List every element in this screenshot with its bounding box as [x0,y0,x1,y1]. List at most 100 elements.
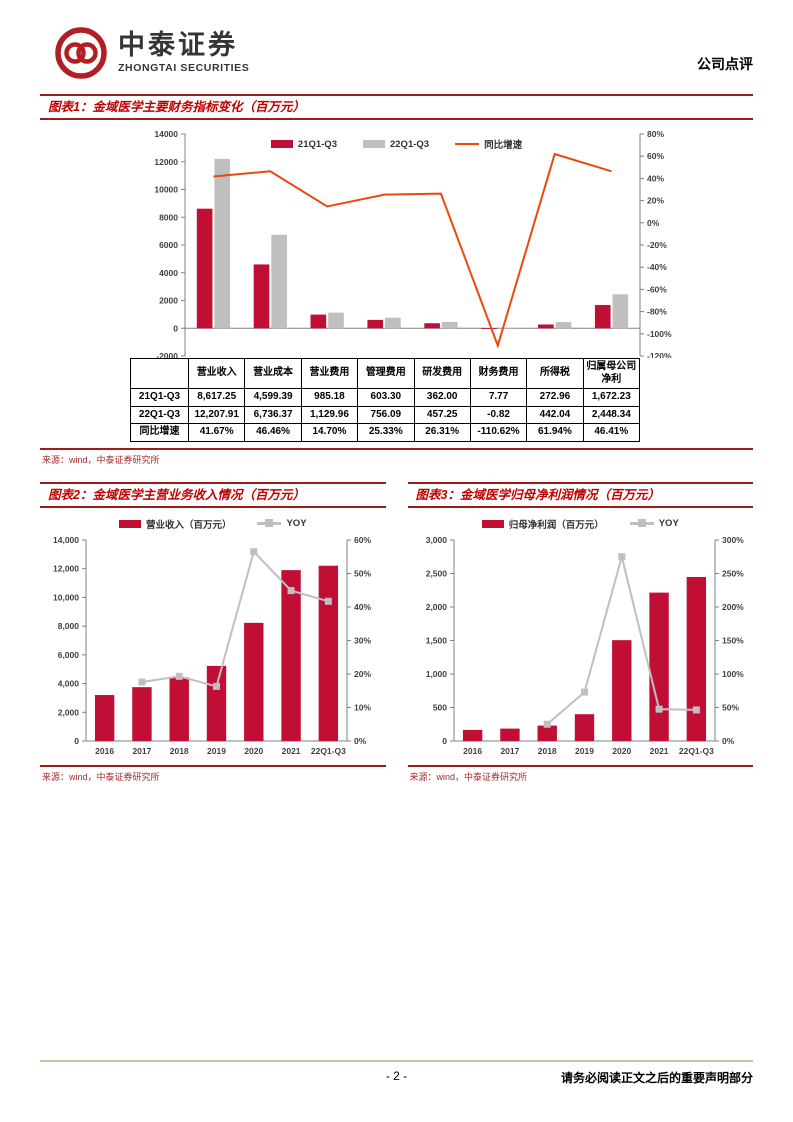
svg-text:12000: 12000 [154,157,178,167]
svg-text:2019: 2019 [575,746,594,756]
table-col-header: 营业成本 [244,358,302,389]
svg-text:0%: 0% [722,736,735,746]
svg-text:-20%: -20% [647,240,667,250]
table-cell: -110.62% [469,423,528,442]
bar-series-22Q1-Q3 [214,158,629,330]
line-marker [324,597,332,605]
svg-text:0: 0 [442,736,447,746]
legend-label: 营业收入（百万元） [145,519,232,531]
bar [310,314,327,329]
table-corner [130,358,189,389]
svg-text:300%: 300% [722,535,744,545]
bar-series-21Q1-Q3 [196,208,611,329]
line-marker [692,705,700,713]
legend-swatch [362,140,385,148]
bar [537,725,557,741]
table-cell: 1,672.23 [582,388,641,407]
table-cell: 1,129.96 [300,405,359,424]
legend-swatch [481,519,504,528]
bar [594,305,611,329]
svg-text:20%: 20% [647,196,664,206]
figure1-block: 图表1：金域医学主要财务指标变化（百万元） 21Q1-Q3 22Q1-Q3 同比增速… [40,94,753,466]
bar [648,592,669,741]
bar [611,639,631,741]
chart3-legend: 归母净利润（百万元） YOY [408,514,754,534]
chart1-plot: -2000 0 2000 4000 6000 8000 10000 12000 14000 -12… [154,129,672,358]
svg-text:30%: 30% [354,635,371,645]
line-marker [287,586,295,594]
legend-item: 21Q1-Q3 [270,139,337,150]
svg-text:2000: 2000 [159,296,178,306]
svg-text:2017: 2017 [132,746,151,756]
chart3-plot: 0 500 1,000 1,500 2,000 2,500 3,000 0% 50% 100% 15… [425,535,744,756]
zhongtai-logo-icon [55,27,107,79]
table-col-header: 研发费用 [413,358,471,389]
table-row: 同比增速 41.67% 46.46% 14.70% 25.33% 26.31% -110.6… [130,423,641,442]
line-marker [138,678,146,686]
legend-item: YOY [629,518,679,529]
table-cell: 25.33% [357,423,415,442]
table-cell: -0.82 [469,405,528,424]
svg-text:8000: 8000 [159,212,178,222]
table-cell: 7.77 [469,388,528,407]
svg-text:22Q1-Q3: 22Q1-Q3 [678,746,713,756]
svg-text:500: 500 [432,702,446,712]
table-row: 21Q1-Q3 8,617.25 4,599.39 985.18 603.30 362.0… [130,388,641,407]
svg-text:80%: 80% [647,129,664,139]
figure1-chart: 21Q1-Q3 22Q1-Q3 同比增速 -2000 0 2000 4000 6000 8000… [40,126,753,358]
svg-text:1,000: 1,000 [425,669,447,679]
svg-text:2,500: 2,500 [425,568,447,578]
svg-text:-100%: -100% [647,329,672,339]
svg-text:12,000: 12,000 [53,563,79,573]
logo-name-en: ZHONGTAI SECURITIES [118,62,250,74]
svg-text:0%: 0% [354,736,367,746]
legend-item: YOY [257,518,307,529]
svg-text:2016: 2016 [95,746,114,756]
svg-text:2018: 2018 [170,746,189,756]
table-cell: 14.70% [300,423,359,442]
line-marker [543,720,551,728]
svg-text:50%: 50% [722,702,739,712]
bar [328,312,344,329]
table-cell: 457.25 [413,405,471,424]
legend-label: 同比增速 [484,140,523,151]
legend-label: YOY [286,518,307,529]
zhongtai-logo: 中泰证券 ZHONGTAI SECURITIES [40,26,249,80]
table-row: 22Q1-Q3 12,207.91 6,736.37 1,129.96 756.09 45… [130,405,641,424]
figure1-financial-table: 营业收入 营业成本 营业费用 管理费用 研发费用 财务费用 所得税 归属母公司净利 21Q1-Q… [130,358,641,442]
bar [132,686,152,741]
table-cell: 603.30 [357,388,415,407]
svg-text:2019: 2019 [207,746,226,756]
svg-text:200%: 200% [722,602,744,612]
table-cell: 61.94% [526,423,584,442]
bar [244,622,264,741]
bar [498,328,515,330]
chart1-legend: 21Q1-Q3 22Q1-Q3 同比增速 [40,134,753,154]
svg-text:2021: 2021 [649,746,668,756]
chart2-legend: 营业收入（百万元） YOY [40,514,386,534]
bar-series-营业收入（百万元） [94,565,339,741]
svg-text:100%: 100% [722,669,744,679]
bar [481,328,497,329]
bar [318,565,339,741]
svg-text:2,000: 2,000 [58,707,80,717]
table-cell: 46.41% [582,423,641,442]
table-cell: 41.67% [187,423,246,442]
table-cell: 442.04 [526,405,584,424]
line [213,152,612,349]
page-header: 中泰证券 ZHONGTAI SECURITIES 公司点评 [40,18,753,80]
table-cell: 272.96 [526,388,584,407]
line-series-同比增速 [213,152,612,349]
bar [574,713,594,741]
svg-text:6000: 6000 [159,240,178,250]
bar [253,264,270,329]
bar [196,208,213,329]
table-row-label: 同比增速 [130,423,189,442]
svg-text:10%: 10% [354,702,371,712]
svg-text:6,000: 6,000 [58,649,80,659]
table-cell: 985.18 [300,388,359,407]
footer-disclaimer: 请务必阅读正文之后的重要声明部分 [560,1071,753,1085]
legend-swatch [257,519,282,528]
page-number: - 2 - [385,1069,408,1083]
line-marker [617,552,625,560]
